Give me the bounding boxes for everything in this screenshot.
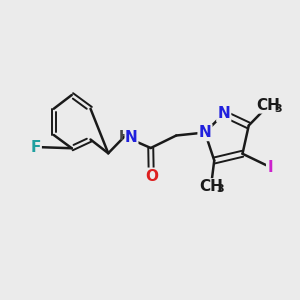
Text: CH: CH <box>256 98 280 113</box>
Text: I: I <box>267 160 273 175</box>
Text: CH: CH <box>199 179 223 194</box>
Text: 3: 3 <box>274 103 282 113</box>
Text: N: N <box>125 130 138 145</box>
Text: H: H <box>119 128 130 142</box>
Text: N: N <box>199 125 212 140</box>
Text: N: N <box>218 106 230 121</box>
Text: O: O <box>145 169 158 184</box>
Text: 3: 3 <box>217 184 224 194</box>
Text: F: F <box>30 140 41 154</box>
